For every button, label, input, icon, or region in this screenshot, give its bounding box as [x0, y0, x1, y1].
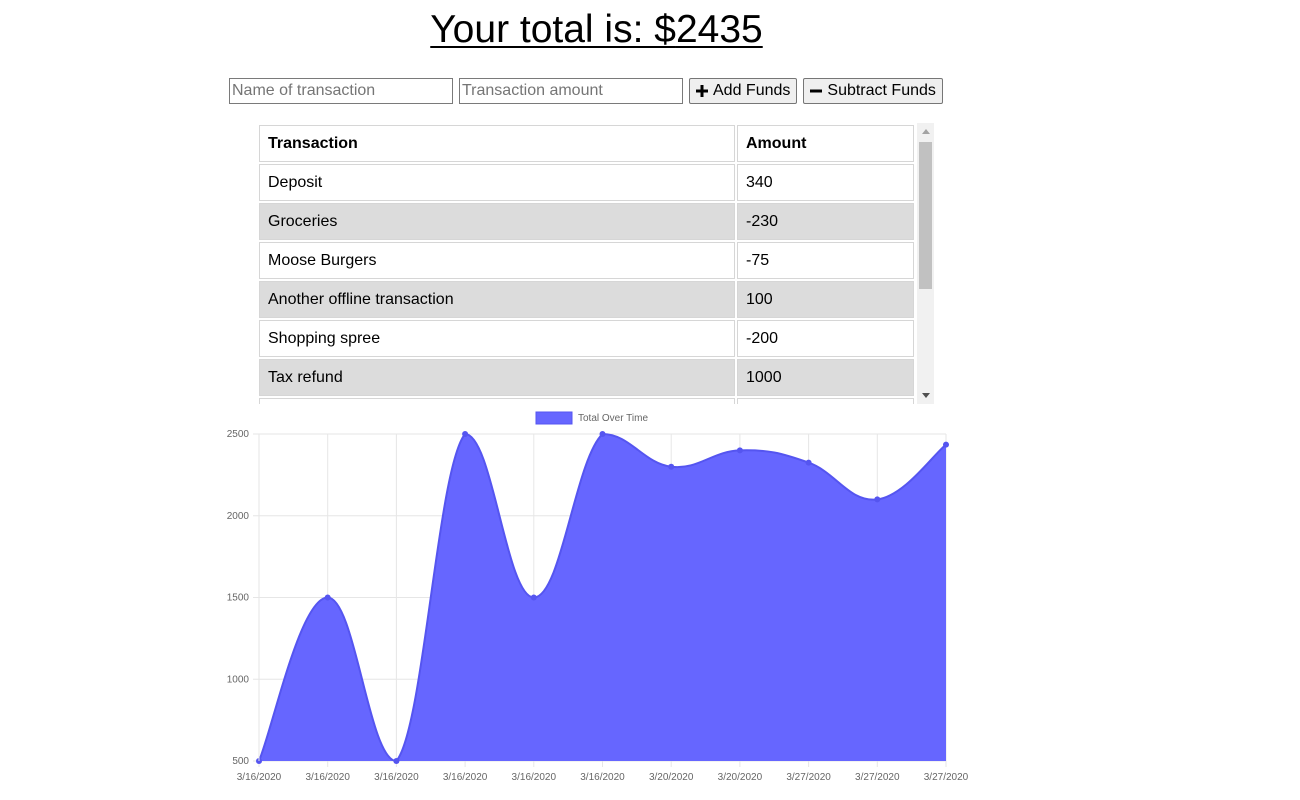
y-tick-label: 500 — [232, 756, 249, 767]
transaction-name-cell: Groceries — [259, 203, 735, 240]
legend-label[interactable]: Total Over Time — [578, 413, 648, 424]
x-tick-label: 3/16/2020 — [305, 772, 350, 783]
total-heading: Your total is: $2435 — [0, 8, 1193, 52]
transaction-amount-cell: 340 — [737, 164, 914, 201]
data-point[interactable] — [530, 594, 537, 601]
table-row: Another offline transaction 100 — [259, 281, 914, 318]
table-scrollbar[interactable] — [917, 123, 934, 404]
transaction-name-cell: Moose Burgers — [259, 242, 735, 279]
transaction-amount-cell: 100 — [737, 281, 914, 318]
data-point[interactable] — [668, 463, 675, 470]
scroll-down-button[interactable] — [917, 387, 934, 404]
transactions-table: Transaction Amount Deposit 340 Groceries… — [257, 123, 916, 404]
transaction-form: Add Funds Subtract Funds — [229, 78, 943, 104]
data-point[interactable] — [393, 758, 400, 764]
y-tick-label: 1500 — [227, 593, 250, 604]
table-row: Groceries -230 — [259, 203, 914, 240]
x-tick-label: 3/20/2020 — [718, 772, 763, 783]
y-tick-label: 1000 — [227, 674, 250, 685]
transaction-amount-input[interactable] — [459, 78, 683, 104]
subtract-funds-button[interactable]: Subtract Funds — [803, 78, 943, 104]
transaction-name-cell: Shopping spree — [259, 320, 735, 357]
total-over-time-area — [259, 434, 946, 761]
transaction-amount-cell — [737, 398, 914, 404]
transaction-name-cell: Tax refund — [259, 359, 735, 396]
legend-swatch[interactable] — [535, 411, 573, 425]
y-tick-label: 2500 — [227, 429, 250, 440]
x-tick-label: 3/27/2020 — [924, 772, 969, 783]
transaction-name-cell: Deposit — [259, 164, 735, 201]
scroll-thumb[interactable] — [919, 142, 932, 289]
amount-column-header: Amount — [737, 125, 914, 162]
table-row: Shopping spree -200 — [259, 320, 914, 357]
table-row: Moose Burgers -75 — [259, 242, 914, 279]
minus-icon — [810, 89, 823, 93]
data-point[interactable] — [943, 441, 949, 448]
scroll-up-button[interactable] — [917, 123, 934, 140]
data-point[interactable] — [874, 496, 881, 503]
data-point[interactable] — [324, 594, 331, 601]
x-tick-label: 3/16/2020 — [374, 772, 419, 783]
x-tick-label: 3/27/2020 — [855, 772, 900, 783]
plus-icon — [696, 85, 708, 97]
data-point[interactable] — [599, 431, 606, 437]
chart-svg: 500 1000 1500 2000 2500 3/16/2020 3/16/2020 3/1… — [227, 411, 969, 783]
x-tick-label: 3/16/2020 — [443, 772, 488, 783]
data-point[interactable] — [805, 459, 812, 466]
table-row: Tax refund 1000 — [259, 359, 914, 396]
transactions-table-container: Transaction Amount Deposit 340 Groceries… — [257, 123, 934, 404]
transaction-name-cell: Another offline transaction — [259, 281, 735, 318]
total-label: Your total is: $ — [430, 8, 676, 51]
transactions-scroll-area[interactable]: Transaction Amount Deposit 340 Groceries… — [257, 123, 916, 404]
table-header-row: Transaction Amount — [259, 125, 914, 162]
total-value: 2435 — [675, 8, 763, 51]
transaction-amount-cell: 1000 — [737, 359, 914, 396]
transaction-column-header: Transaction — [259, 125, 735, 162]
y-tick-label: 2000 — [227, 511, 250, 522]
transaction-name-input[interactable] — [229, 78, 453, 104]
x-tick-label: 3/20/2020 — [649, 772, 694, 783]
x-tick-label: 3/27/2020 — [786, 772, 831, 783]
table-row: Deposit 340 — [259, 164, 914, 201]
table-row — [259, 398, 914, 404]
data-point[interactable] — [736, 447, 743, 454]
triangle-down-icon — [921, 393, 930, 398]
transaction-amount-cell: -230 — [737, 203, 914, 240]
transaction-amount-cell: -75 — [737, 242, 914, 279]
x-tick-label: 3/16/2020 — [237, 772, 282, 783]
add-funds-label: Add Funds — [713, 82, 791, 99]
transaction-name-cell — [259, 398, 735, 404]
data-point[interactable] — [462, 431, 469, 437]
triangle-up-icon — [921, 129, 930, 134]
x-tick-label: 3/16/2020 — [580, 772, 625, 783]
add-funds-button[interactable]: Add Funds — [689, 78, 798, 104]
transaction-amount-cell: -200 — [737, 320, 914, 357]
x-tick-label: 3/16/2020 — [512, 772, 557, 783]
total-over-time-chart: 500 1000 1500 2000 2500 3/16/2020 3/16/2020 3/1… — [210, 406, 990, 796]
subtract-funds-label: Subtract Funds — [827, 82, 936, 99]
